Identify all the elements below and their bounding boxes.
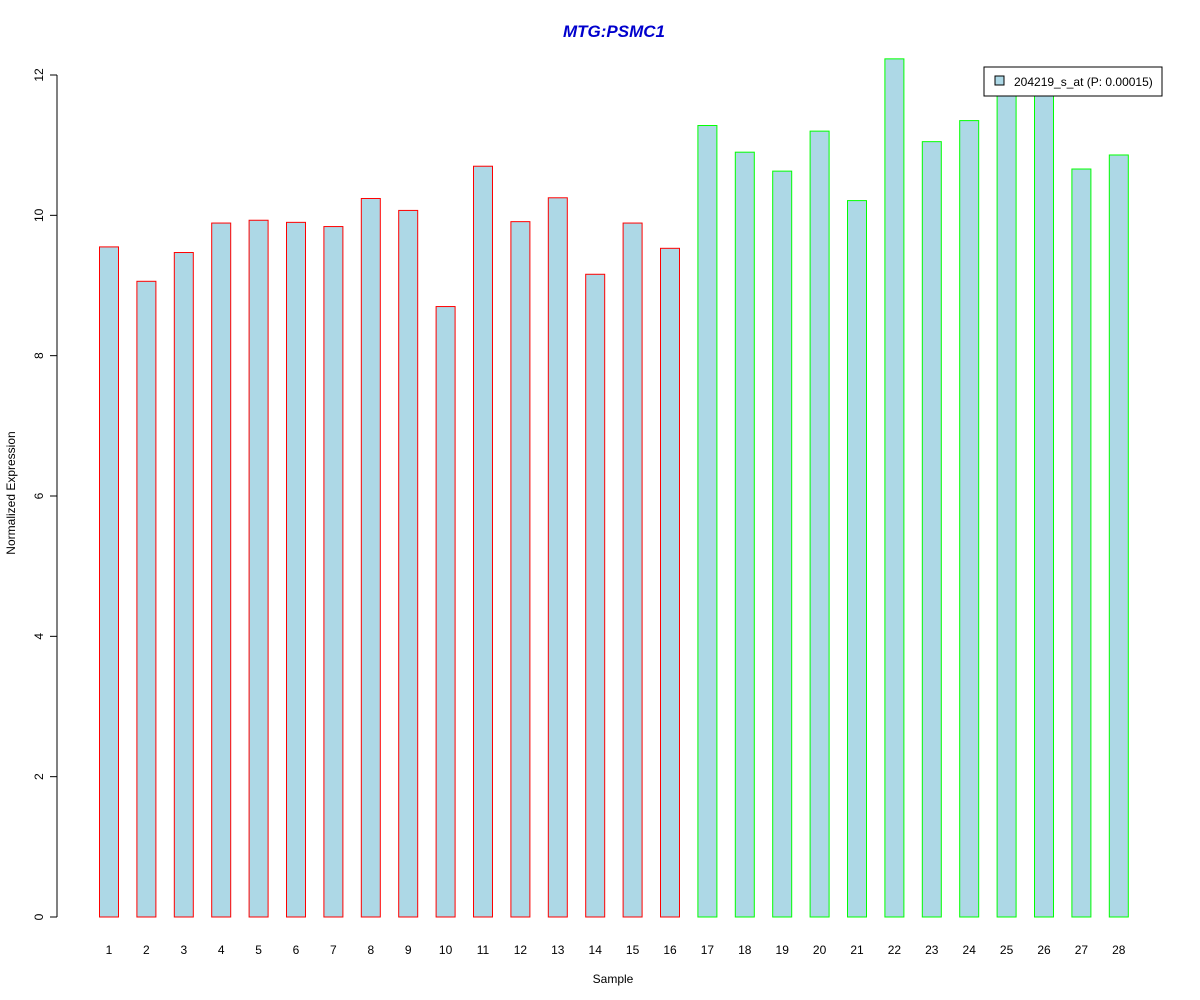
- x-tick-label: 5: [255, 943, 262, 957]
- bar: [99, 246, 119, 918]
- x-tick-labels: 1 2 3 4 5 6 7 8 9 10 11 12 13 14 15 16 17 18 19 20 21 22 23 24 2…: [106, 943, 1126, 957]
- y-tick-label: 0: [32, 913, 46, 920]
- y-tick-label: 12: [32, 68, 46, 82]
- x-tick-label: 7: [330, 943, 337, 957]
- x-tick-label: 6: [293, 943, 300, 957]
- legend: 204219_s_at (P: 0.00015): [983, 66, 1163, 97]
- chart-title: MTG:PSMC1: [563, 22, 665, 41]
- x-tick-label: 18: [738, 943, 752, 957]
- bar: [248, 219, 269, 918]
- x-tick-label: 27: [1075, 943, 1089, 957]
- y-tick-label: 10: [32, 208, 46, 222]
- bar: [585, 273, 606, 918]
- bar: [660, 247, 680, 918]
- bar: [547, 197, 568, 918]
- bar: [921, 141, 942, 918]
- bar: [772, 170, 793, 918]
- bar: [884, 58, 905, 918]
- bar: [360, 197, 381, 918]
- x-tick-label: 8: [367, 943, 374, 957]
- legend-swatch: [994, 75, 1005, 86]
- bar: [1108, 154, 1129, 918]
- bar: [323, 226, 344, 918]
- legend-box: [983, 66, 1163, 97]
- y-axis: 0 2 4 6 8 10 12: [32, 68, 58, 920]
- x-tick-label: 21: [850, 943, 864, 957]
- y-tick-label: 4: [32, 633, 46, 640]
- bar: [136, 280, 157, 918]
- x-tick-label: 4: [218, 943, 225, 957]
- bar: [959, 120, 980, 918]
- bar: [435, 306, 456, 918]
- x-tick-label: 13: [551, 943, 565, 957]
- x-tick-label: 15: [626, 943, 640, 957]
- x-tick-label: 11: [477, 943, 490, 957]
- y-tick-label: 6: [32, 492, 46, 499]
- bars-group: [99, 58, 1129, 918]
- bar: [1034, 92, 1054, 918]
- bar: [211, 222, 232, 918]
- x-tick-label: 12: [514, 943, 528, 957]
- x-tick-label: 19: [776, 943, 790, 957]
- x-tick-label: 16: [663, 943, 677, 957]
- bar: [286, 221, 306, 918]
- x-tick-label: 24: [963, 943, 977, 957]
- bar: [510, 221, 531, 918]
- bar: [847, 200, 867, 918]
- x-tick-label: 25: [1000, 943, 1014, 957]
- legend-label: 204219_s_at (P: 0.00015): [1014, 75, 1153, 89]
- bar: [473, 165, 493, 918]
- x-tick-label: 2: [143, 943, 150, 957]
- bar: [622, 222, 643, 918]
- bar: [1071, 168, 1092, 918]
- x-tick-label: 17: [701, 943, 715, 957]
- y-axis-label: Normalized Expression: [4, 431, 18, 554]
- x-tick-label: 1: [106, 943, 113, 957]
- bar: [809, 130, 830, 918]
- bar: [996, 94, 1017, 918]
- bar: [398, 209, 419, 918]
- bar: [173, 252, 194, 918]
- x-tick-label: 3: [180, 943, 187, 957]
- x-tick-label: 10: [439, 943, 453, 957]
- bar: [697, 125, 718, 918]
- y-tick-label: 8: [32, 352, 46, 359]
- x-axis-label: Sample: [593, 972, 634, 986]
- x-tick-label: 23: [925, 943, 939, 957]
- x-tick-label: 26: [1037, 943, 1051, 957]
- x-tick-label: 14: [589, 943, 603, 957]
- x-tick-label: 20: [813, 943, 827, 957]
- x-tick-label: 9: [405, 943, 412, 957]
- x-tick-label: 22: [888, 943, 902, 957]
- bar: [734, 151, 755, 918]
- y-tick-label: 2: [32, 773, 46, 780]
- x-tick-label: 28: [1112, 943, 1126, 957]
